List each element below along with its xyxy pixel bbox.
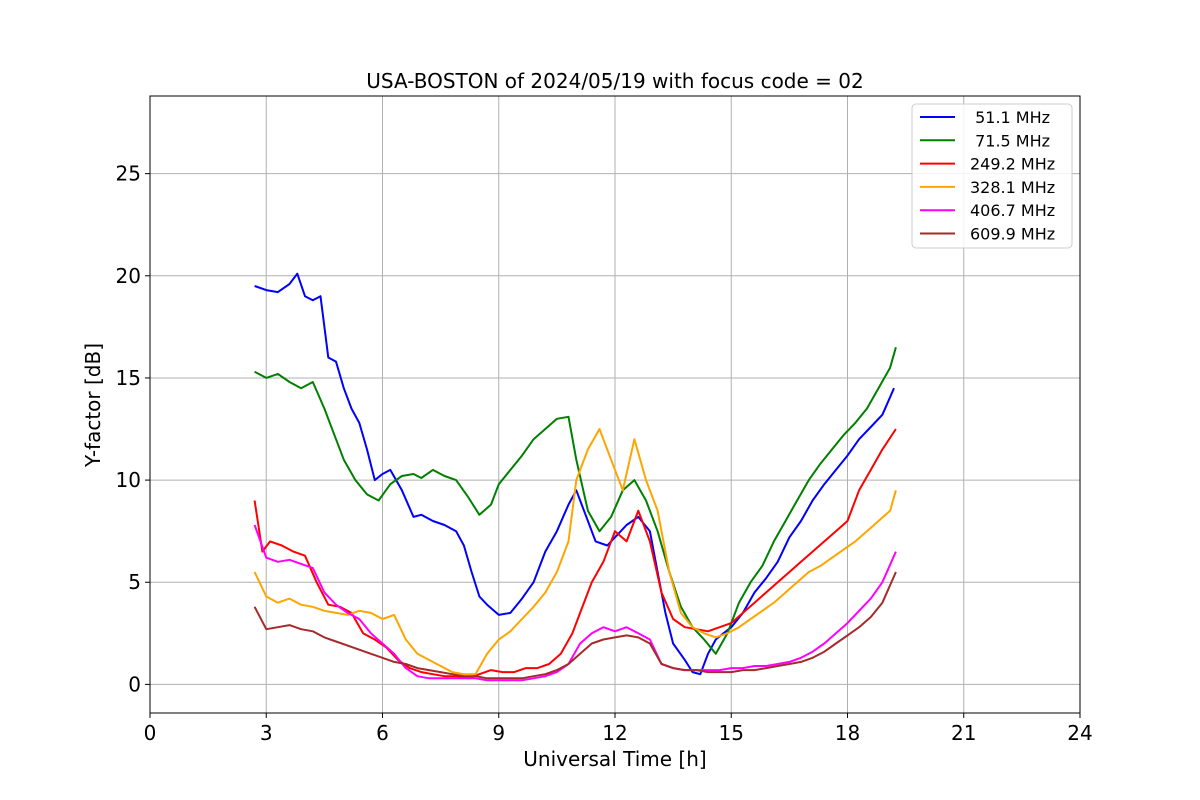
y-tick-label: 15	[116, 366, 141, 390]
y-tick-label: 0	[128, 672, 141, 696]
x-tick-label: 3	[260, 721, 273, 745]
series-line-3	[253, 428, 897, 680]
series-line-6	[253, 571, 897, 680]
x-tick-label: 24	[1067, 721, 1092, 745]
chart-title: USA-BOSTON of 2024/05/19 with focus code…	[366, 69, 863, 93]
x-tick-label: 9	[492, 721, 505, 745]
x-tick-label: 0	[144, 721, 157, 745]
series-line-1	[254, 272, 895, 676]
x-tick-label: 12	[602, 721, 627, 745]
legend-label: 71.5 MHz	[970, 131, 1050, 150]
legend-label: 51.1 MHz	[970, 108, 1050, 127]
series-line-4	[253, 428, 897, 676]
y-tick-label: 10	[116, 468, 141, 492]
y-axis-title: Y-factor [dB]	[81, 343, 105, 468]
y-tick-label: 25	[116, 162, 141, 186]
series-line-2	[254, 347, 897, 655]
series-line-5	[253, 524, 897, 682]
x-tick-label: 15	[719, 721, 744, 745]
legend-label: 609.9 MHz	[970, 225, 1055, 244]
axis-ticks: 0 3 6 9 12 15 18 21 24 0 5 10 15 20 25	[116, 162, 1093, 745]
x-axis-title: Universal Time [h]	[523, 747, 706, 771]
grid	[149, 96, 1081, 713]
legend-label: 328.1 MHz	[970, 178, 1055, 197]
x-tick-label: 21	[951, 721, 976, 745]
y-tick-label: 5	[128, 570, 141, 594]
legend-label: 406.7 MHz	[970, 201, 1055, 220]
x-tick-label: 6	[376, 721, 389, 745]
x-tick-label: 18	[835, 721, 860, 745]
legend-label: 249.2 MHz	[970, 155, 1055, 174]
legend: 51.1 MHz 71.5 MHz 249.2 MHz 328.1 MHz 406.7…	[911, 103, 1073, 249]
y-tick-label: 20	[116, 264, 141, 288]
series-lines	[253, 272, 897, 682]
